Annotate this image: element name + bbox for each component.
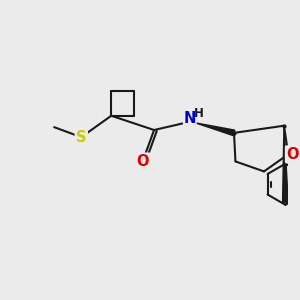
Text: S: S [76,130,86,145]
Text: N: N [184,110,196,125]
Polygon shape [283,126,288,203]
Text: O: O [136,154,149,169]
Text: H: H [194,107,203,120]
Text: O: O [286,147,299,162]
Polygon shape [196,123,235,136]
